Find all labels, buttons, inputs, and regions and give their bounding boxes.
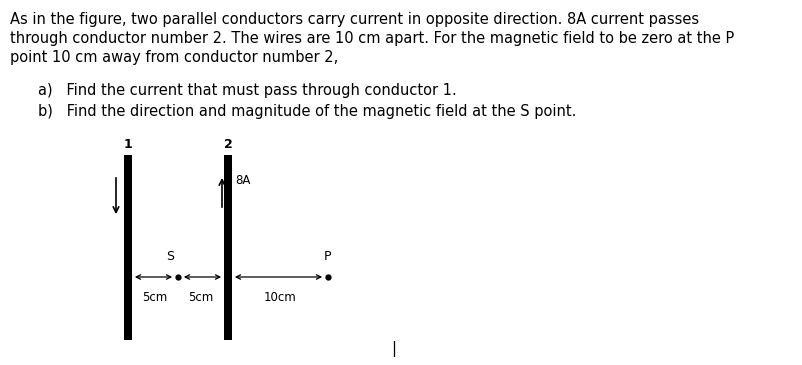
Text: 1: 1 [124,138,132,151]
Text: point 10 cm away from conductor number 2,: point 10 cm away from conductor number 2… [10,50,338,65]
Text: P: P [324,250,331,263]
Text: 10cm: 10cm [263,291,296,304]
Text: As in the figure, two parallel conductors carry current in opposite direction. 8: As in the figure, two parallel conductor… [10,12,699,27]
Text: a)   Find the current that must pass through conductor 1.: a) Find the current that must pass throu… [38,83,456,98]
Text: 5cm: 5cm [188,291,213,304]
Bar [124,155,132,340]
Text: b)   Find the direction and magnitude of the magnetic field at the S point.: b) Find the direction and magnitude of t… [38,104,576,119]
Bar [224,155,232,340]
Text: 5cm: 5cm [142,291,168,304]
Text: 2: 2 [223,138,232,151]
Text: S: S [166,250,174,263]
Text: through conductor number 2. The wires are 10 cm apart. For the magnetic field to: through conductor number 2. The wires ar… [10,31,733,46]
Text: |: | [391,341,395,357]
Text: 8A: 8A [235,173,250,187]
